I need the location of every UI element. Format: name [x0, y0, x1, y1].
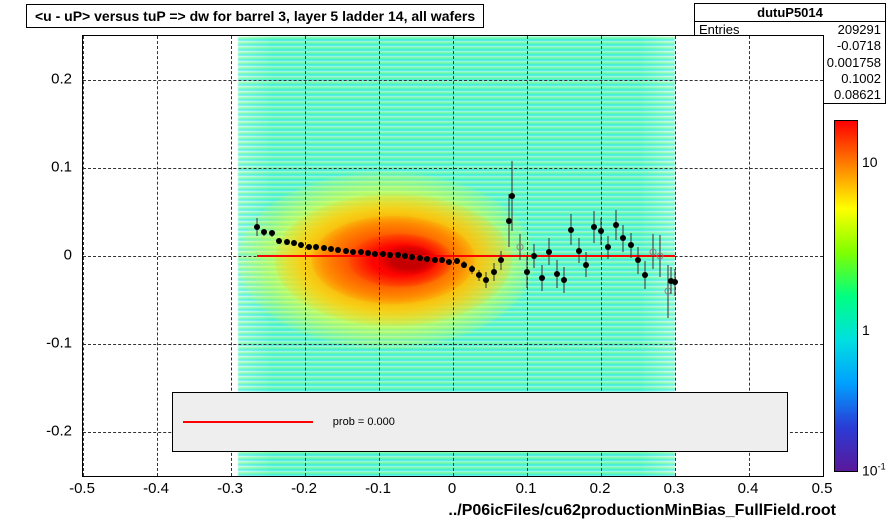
ytick-label: -0.2: [0, 423, 72, 440]
data-point: [417, 255, 423, 261]
data-point: [524, 269, 530, 275]
data-point: [509, 193, 515, 199]
stats-entries: 209291: [838, 22, 881, 38]
data-point: [454, 258, 460, 264]
data-point: [446, 259, 452, 265]
xtick-label: 0: [448, 480, 456, 497]
ytick-label: 0.1: [0, 159, 72, 176]
data-point: [516, 244, 523, 251]
data-point: [284, 239, 290, 245]
fit-line: [257, 255, 675, 257]
data-point: [395, 252, 401, 258]
data-point: [298, 242, 304, 248]
data-point: [343, 248, 349, 254]
xtick-label: 0.2: [590, 480, 611, 497]
stats-rmsy: 0.08621: [834, 87, 881, 103]
data-point: [372, 251, 378, 257]
fit-legend: prob = 0.000: [172, 392, 788, 451]
stats-rmsx: 0.1002: [841, 71, 881, 87]
ytick-label: 0: [0, 247, 72, 264]
xtick-label: 0.5: [812, 480, 833, 497]
data-point: [380, 251, 386, 257]
data-point: [335, 247, 341, 253]
data-point: [350, 249, 356, 255]
stats-histname: dutuP5014: [695, 4, 885, 22]
ytick-label: -0.1: [0, 335, 72, 352]
data-point: [365, 250, 371, 256]
data-point: [506, 218, 512, 224]
data-point: [491, 269, 497, 275]
data-point: [657, 253, 664, 260]
data-point: [628, 242, 634, 248]
xtick-label: -0.1: [365, 480, 391, 497]
grid-line-v: [157, 36, 158, 476]
data-point: [254, 224, 260, 230]
data-point: [546, 249, 552, 255]
data-point: [561, 277, 567, 283]
legend-label: prob = 0.000: [333, 416, 395, 428]
data-point: [387, 252, 393, 258]
data-point: [576, 248, 582, 254]
data-point: [469, 266, 475, 272]
data-point: [531, 253, 537, 259]
data-point: [613, 222, 619, 228]
data-point: [321, 245, 327, 251]
data-point: [591, 224, 597, 230]
data-point: [439, 257, 445, 263]
data-point: [291, 240, 297, 246]
xtick-label: -0.2: [291, 480, 317, 497]
data-point: [598, 228, 604, 234]
plot-area: prob = 0.000: [82, 35, 824, 477]
data-point: [568, 227, 574, 233]
colorbar-tick: 1: [862, 322, 870, 338]
data-point: [483, 277, 489, 283]
stats-meany: 0.001758: [827, 55, 881, 71]
data-point: [620, 235, 626, 241]
xtick-label: 0.3: [664, 480, 685, 497]
xtick-label: -0.4: [143, 480, 169, 497]
file-caption: ../P06icFiles/cu62productionMinBias_Full…: [448, 502, 836, 520]
data-point: [358, 249, 364, 255]
data-point: [554, 271, 560, 277]
data-point: [476, 272, 482, 278]
data-point: [539, 275, 545, 281]
data-point: [642, 272, 648, 278]
data-point: [432, 257, 438, 263]
xtick-label: 0.1: [516, 480, 537, 497]
data-point: [498, 257, 504, 263]
data-point: [313, 244, 319, 250]
grid-line-v: [823, 36, 824, 476]
data-point: [583, 262, 589, 268]
data-point: [402, 253, 408, 259]
ytick-label: 0.2: [0, 71, 72, 88]
colorbar: [834, 120, 858, 472]
grid-line-v: [83, 36, 84, 476]
colorbar-tick: 10: [862, 154, 878, 170]
colorbar-tick: 10-1: [862, 462, 886, 479]
data-point: [424, 256, 430, 262]
data-point: [409, 254, 415, 260]
data-point: [328, 246, 334, 252]
data-point: [672, 279, 678, 285]
data-point: [605, 244, 611, 250]
xtick-label: 0.4: [738, 480, 759, 497]
data-point: [635, 257, 641, 263]
data-point: [269, 230, 275, 236]
xtick-label: -0.3: [217, 480, 243, 497]
data-point: [649, 248, 656, 255]
xtick-label: -0.5: [69, 480, 95, 497]
legend-line: [183, 421, 313, 423]
data-point: [306, 244, 312, 250]
stats-meanx: -0.0718: [837, 38, 881, 54]
data-point: [461, 262, 467, 268]
chart-title: <u - uP> versus tuP => dw for barrel 3, …: [26, 4, 484, 28]
data-point: [276, 238, 282, 244]
data-point: [261, 229, 267, 235]
